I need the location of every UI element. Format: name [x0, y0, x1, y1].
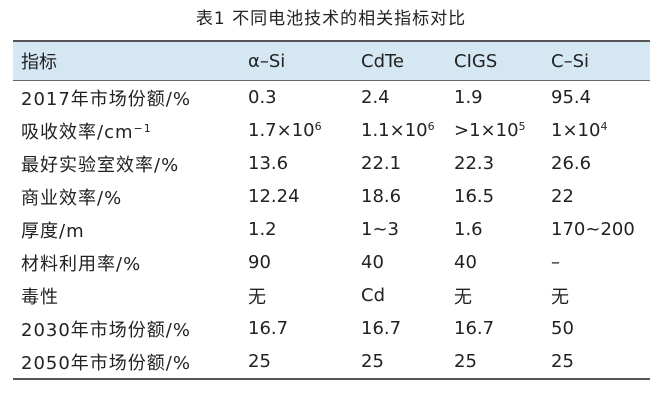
- table-row: 2017年市场份额/% 0.3 2.4 1.9 95.4: [13, 81, 650, 115]
- cell-base: 1×10: [551, 120, 601, 141]
- table-cell: 1.7×106: [248, 114, 361, 147]
- cell-base: 1.7×10: [248, 120, 315, 141]
- comparison-table: 指标 α–Si CdTe CIGS C–Si 2017年市场份额/% 0.3 2…: [13, 40, 650, 380]
- table-cell: 16.7: [248, 318, 289, 339]
- cell-exponent: 6: [427, 120, 435, 133]
- table-cell: 25: [248, 345, 361, 380]
- table-cell: 1~3: [361, 219, 399, 240]
- table-header-row: 指标 α–Si CdTe CIGS C–Si: [13, 40, 650, 81]
- row-label: 材料利用率/%: [21, 253, 142, 275]
- table-cell: 22: [551, 186, 574, 207]
- table-row: 2030年市场份额/% 16.7 16.7 16.7 50: [13, 312, 650, 345]
- table-cell: 16.7: [454, 318, 495, 339]
- table-cell: 无: [454, 286, 472, 308]
- header-cell-cigs: CIGS: [454, 40, 551, 81]
- table-cell: 25: [361, 345, 454, 380]
- table-cell: 40: [454, 252, 477, 273]
- row-label: 吸收效率/cm−1: [13, 114, 248, 147]
- table-cell: 1.9: [454, 87, 483, 108]
- row-label-exponent: −1: [133, 121, 152, 135]
- header-cell-c-si: C–Si: [551, 40, 650, 81]
- table-row: 吸收效率/cm−1 1.7×106 1.1×106 >1×105 1×104: [13, 114, 650, 147]
- cell-exponent: 5: [518, 120, 526, 133]
- table-cell: 90: [248, 252, 271, 273]
- table-cell: Cd: [361, 285, 385, 306]
- table-cell: 170~200: [551, 219, 635, 240]
- cell-base: 1.1×10: [361, 120, 428, 141]
- table-cell: 13.6: [248, 153, 289, 174]
- row-label-text: 吸收效率/cm: [21, 121, 134, 143]
- table-cell: 26.6: [551, 153, 592, 174]
- table-row: 毒性 无 Cd 无 无: [13, 279, 650, 312]
- row-label: 厚度/m: [21, 220, 85, 242]
- table-cell: 22.1: [361, 153, 402, 174]
- table-cell: 95.4: [551, 87, 592, 108]
- table-cell: –: [551, 252, 560, 273]
- table-row: 材料利用率/% 90 40 40 –: [13, 246, 650, 279]
- table-cell: 1.6: [454, 219, 483, 240]
- cell-exponent: 4: [600, 120, 608, 133]
- table-cell: 16.7: [361, 318, 402, 339]
- table-cell: 22.3: [454, 153, 495, 174]
- table-cell: 无: [248, 286, 266, 308]
- table-cell: 2.4: [361, 87, 390, 108]
- row-label: 2017年市场份额/%: [21, 88, 191, 110]
- table-row: 厚度/m 1.2 1~3 1.6 170~200: [13, 213, 650, 246]
- table-cell: 0.3: [248, 87, 277, 108]
- header-cell-a-si: α–Si: [248, 40, 361, 81]
- cell-base: >1×10: [454, 120, 519, 141]
- table-cell: >1×105: [454, 114, 551, 147]
- row-label: 商业效率/%: [21, 187, 123, 209]
- table-row: 最好实验室效率/% 13.6 22.1 22.3 26.6: [13, 147, 650, 180]
- header-cell-metric: 指标: [13, 40, 248, 81]
- row-label: 毒性: [21, 286, 59, 308]
- table-row: 2050年市场份额/% 25 25 25 25: [13, 345, 650, 380]
- table-cell: 1×104: [551, 114, 650, 147]
- table-cell: 40: [361, 252, 384, 273]
- header-cell-cdte: CdTe: [361, 40, 454, 81]
- row-label: 2050年市场份额/%: [13, 345, 248, 380]
- table-cell: 25: [551, 345, 650, 380]
- table-cell: 1.2: [248, 219, 277, 240]
- row-label: 2030年市场份额/%: [21, 319, 191, 341]
- table-cell: 25: [454, 345, 551, 380]
- table-cell: 18.6: [361, 186, 402, 207]
- table-cell: 12.24: [248, 186, 300, 207]
- table-caption: 表1 不同电池技术的相关指标对比: [195, 9, 467, 29]
- table-cell: 50: [551, 318, 574, 339]
- table-cell: 16.5: [454, 186, 495, 207]
- cell-exponent: 6: [314, 120, 322, 133]
- row-label: 最好实验室效率/%: [21, 154, 180, 176]
- table-cell: 1.1×106: [361, 114, 454, 147]
- table-cell: 无: [551, 286, 569, 308]
- table-row: 商业效率/% 12.24 18.6 16.5 22: [13, 180, 650, 213]
